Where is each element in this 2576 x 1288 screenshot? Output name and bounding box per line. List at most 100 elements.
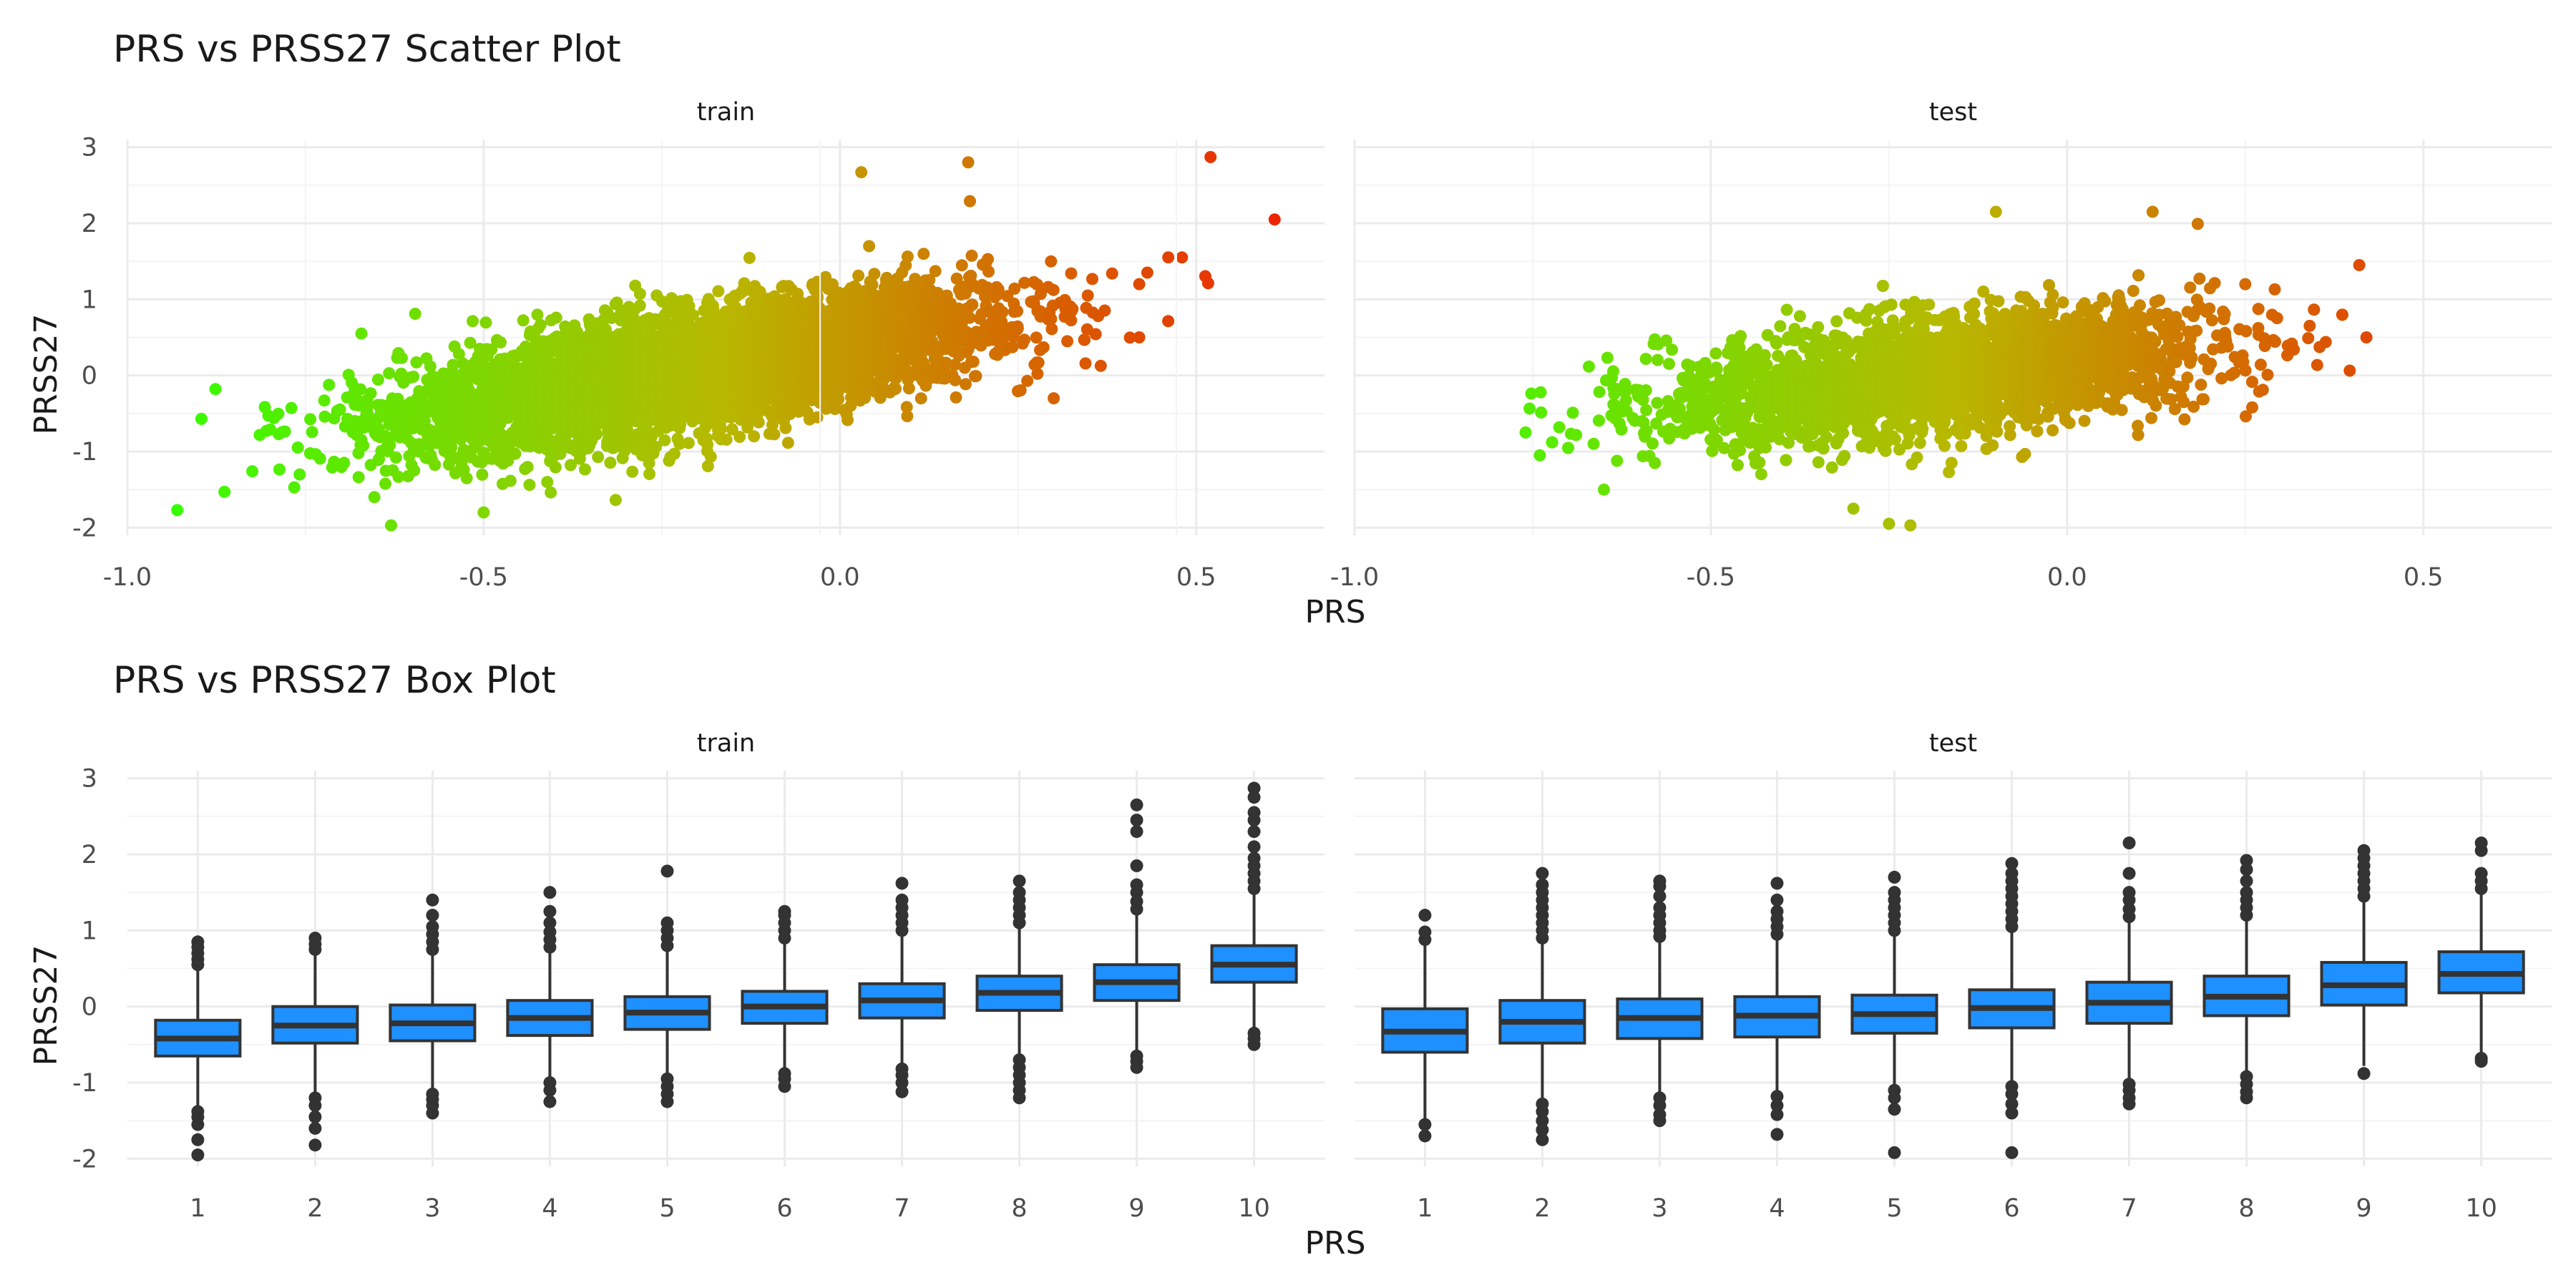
x-tick-label: 0.5: [1176, 563, 1216, 592]
scatter-point: [523, 479, 536, 492]
scatter-point: [704, 450, 717, 463]
scatter-point: [396, 351, 408, 364]
scatter-point: [273, 463, 286, 476]
scatter-point: [218, 485, 231, 498]
scatter-point: [209, 383, 222, 396]
scatter-point: [768, 428, 781, 441]
scatter-point: [357, 439, 370, 452]
scatter-point: [531, 308, 544, 321]
scatter-point: [447, 358, 459, 371]
scatter-point: [379, 477, 391, 490]
scatter-point: [550, 311, 562, 324]
scatter-point: [354, 383, 367, 396]
scatter-point: [509, 447, 522, 460]
scatter-point: [914, 392, 927, 405]
scatter-point: [409, 308, 421, 320]
scatter-point: [517, 314, 530, 327]
scatter-point: [318, 394, 331, 407]
scatter-point: [917, 248, 930, 260]
scatter-point: [195, 412, 208, 425]
scatter-point: [863, 240, 876, 253]
scatter-point: [743, 251, 756, 264]
scatter-point: [323, 379, 336, 391]
scatter-point: [333, 403, 346, 416]
scatter-point: [338, 457, 351, 469]
scatter-point: [852, 269, 865, 282]
scatter-point: [868, 268, 881, 280]
scatter-point: [752, 416, 765, 429]
scatter-point: [383, 367, 396, 380]
scatter-point: [392, 470, 405, 483]
scatter-point: [460, 472, 473, 484]
scatter-point: [901, 250, 914, 263]
scatter-plot-title: PRS vs PRSS27 Scatter Plot: [113, 28, 621, 71]
scatter-point: [306, 426, 318, 439]
scatter-point: [272, 407, 285, 420]
scatter-point: [554, 447, 567, 460]
facet-label: train: [697, 98, 755, 127]
scatter-point: [313, 452, 326, 465]
scatter-point: [658, 434, 671, 447]
scatter-point: [408, 464, 421, 477]
scatter-point: [391, 392, 404, 405]
x-tick-label: 0.0: [820, 563, 860, 592]
scatter-point: [371, 374, 384, 386]
scatter-point: [318, 410, 331, 423]
scatter-point: [866, 278, 879, 291]
scatter-point: [352, 471, 365, 484]
scatter-point: [534, 318, 547, 331]
scatter-point: [362, 410, 375, 422]
scatter-point: [390, 452, 402, 464]
scatter-point: [464, 336, 477, 349]
scatter-point: [407, 371, 420, 383]
box-plot-title: PRS vs PRSS27 Box Plot: [113, 659, 556, 702]
scatter-point: [609, 494, 622, 507]
scatter-point: [278, 425, 291, 438]
scatter-point: [633, 299, 646, 312]
scatter-point: [467, 315, 479, 328]
scatter-panel-train: train -1.0 -0.5 0.0 0.5: [103, 98, 1324, 592]
scatter-point: [476, 468, 489, 481]
scatter-point: [504, 474, 517, 487]
scatter-point: [545, 486, 557, 499]
scatter-point: [733, 431, 746, 443]
x-tick-label: -0.5: [459, 563, 508, 592]
scatter-point: [368, 491, 381, 504]
scatter-point: [604, 457, 617, 469]
x-tick-label: -1.0: [103, 563, 152, 592]
scatter-point: [592, 451, 605, 464]
scatter-point: [494, 336, 507, 348]
scatter-point: [304, 413, 317, 426]
scatter-point: [701, 439, 714, 451]
scatter-point: [291, 441, 304, 454]
scatter-point: [288, 481, 301, 494]
scatter-point: [633, 288, 646, 301]
scatter-point: [429, 459, 441, 472]
scatter-point: [748, 430, 761, 443]
scatter-point: [811, 411, 824, 424]
scatter-point: [246, 465, 259, 478]
scatter-point: [929, 265, 942, 278]
scatter-point: [712, 285, 725, 298]
scatter-point: [521, 461, 534, 474]
scatter-point: [549, 461, 562, 474]
scatter-point: [541, 476, 554, 489]
scatter-point: [293, 468, 306, 481]
scatter-point: [457, 444, 470, 457]
scatter-point: [720, 433, 733, 446]
scatter-point: [643, 467, 656, 480]
scatter-point: [364, 387, 377, 400]
scatter-point: [579, 463, 591, 476]
scatter-point: [410, 356, 423, 369]
scatter-points: [171, 151, 1281, 532]
scatter-point: [779, 421, 792, 434]
scatter-point: [841, 414, 854, 426]
scatter-point: [285, 401, 298, 414]
scatter-point: [355, 327, 368, 340]
scatter-point: [832, 393, 845, 406]
scatter-point: [479, 316, 492, 329]
scatter-point: [419, 414, 431, 427]
scatter-point: [682, 436, 695, 449]
